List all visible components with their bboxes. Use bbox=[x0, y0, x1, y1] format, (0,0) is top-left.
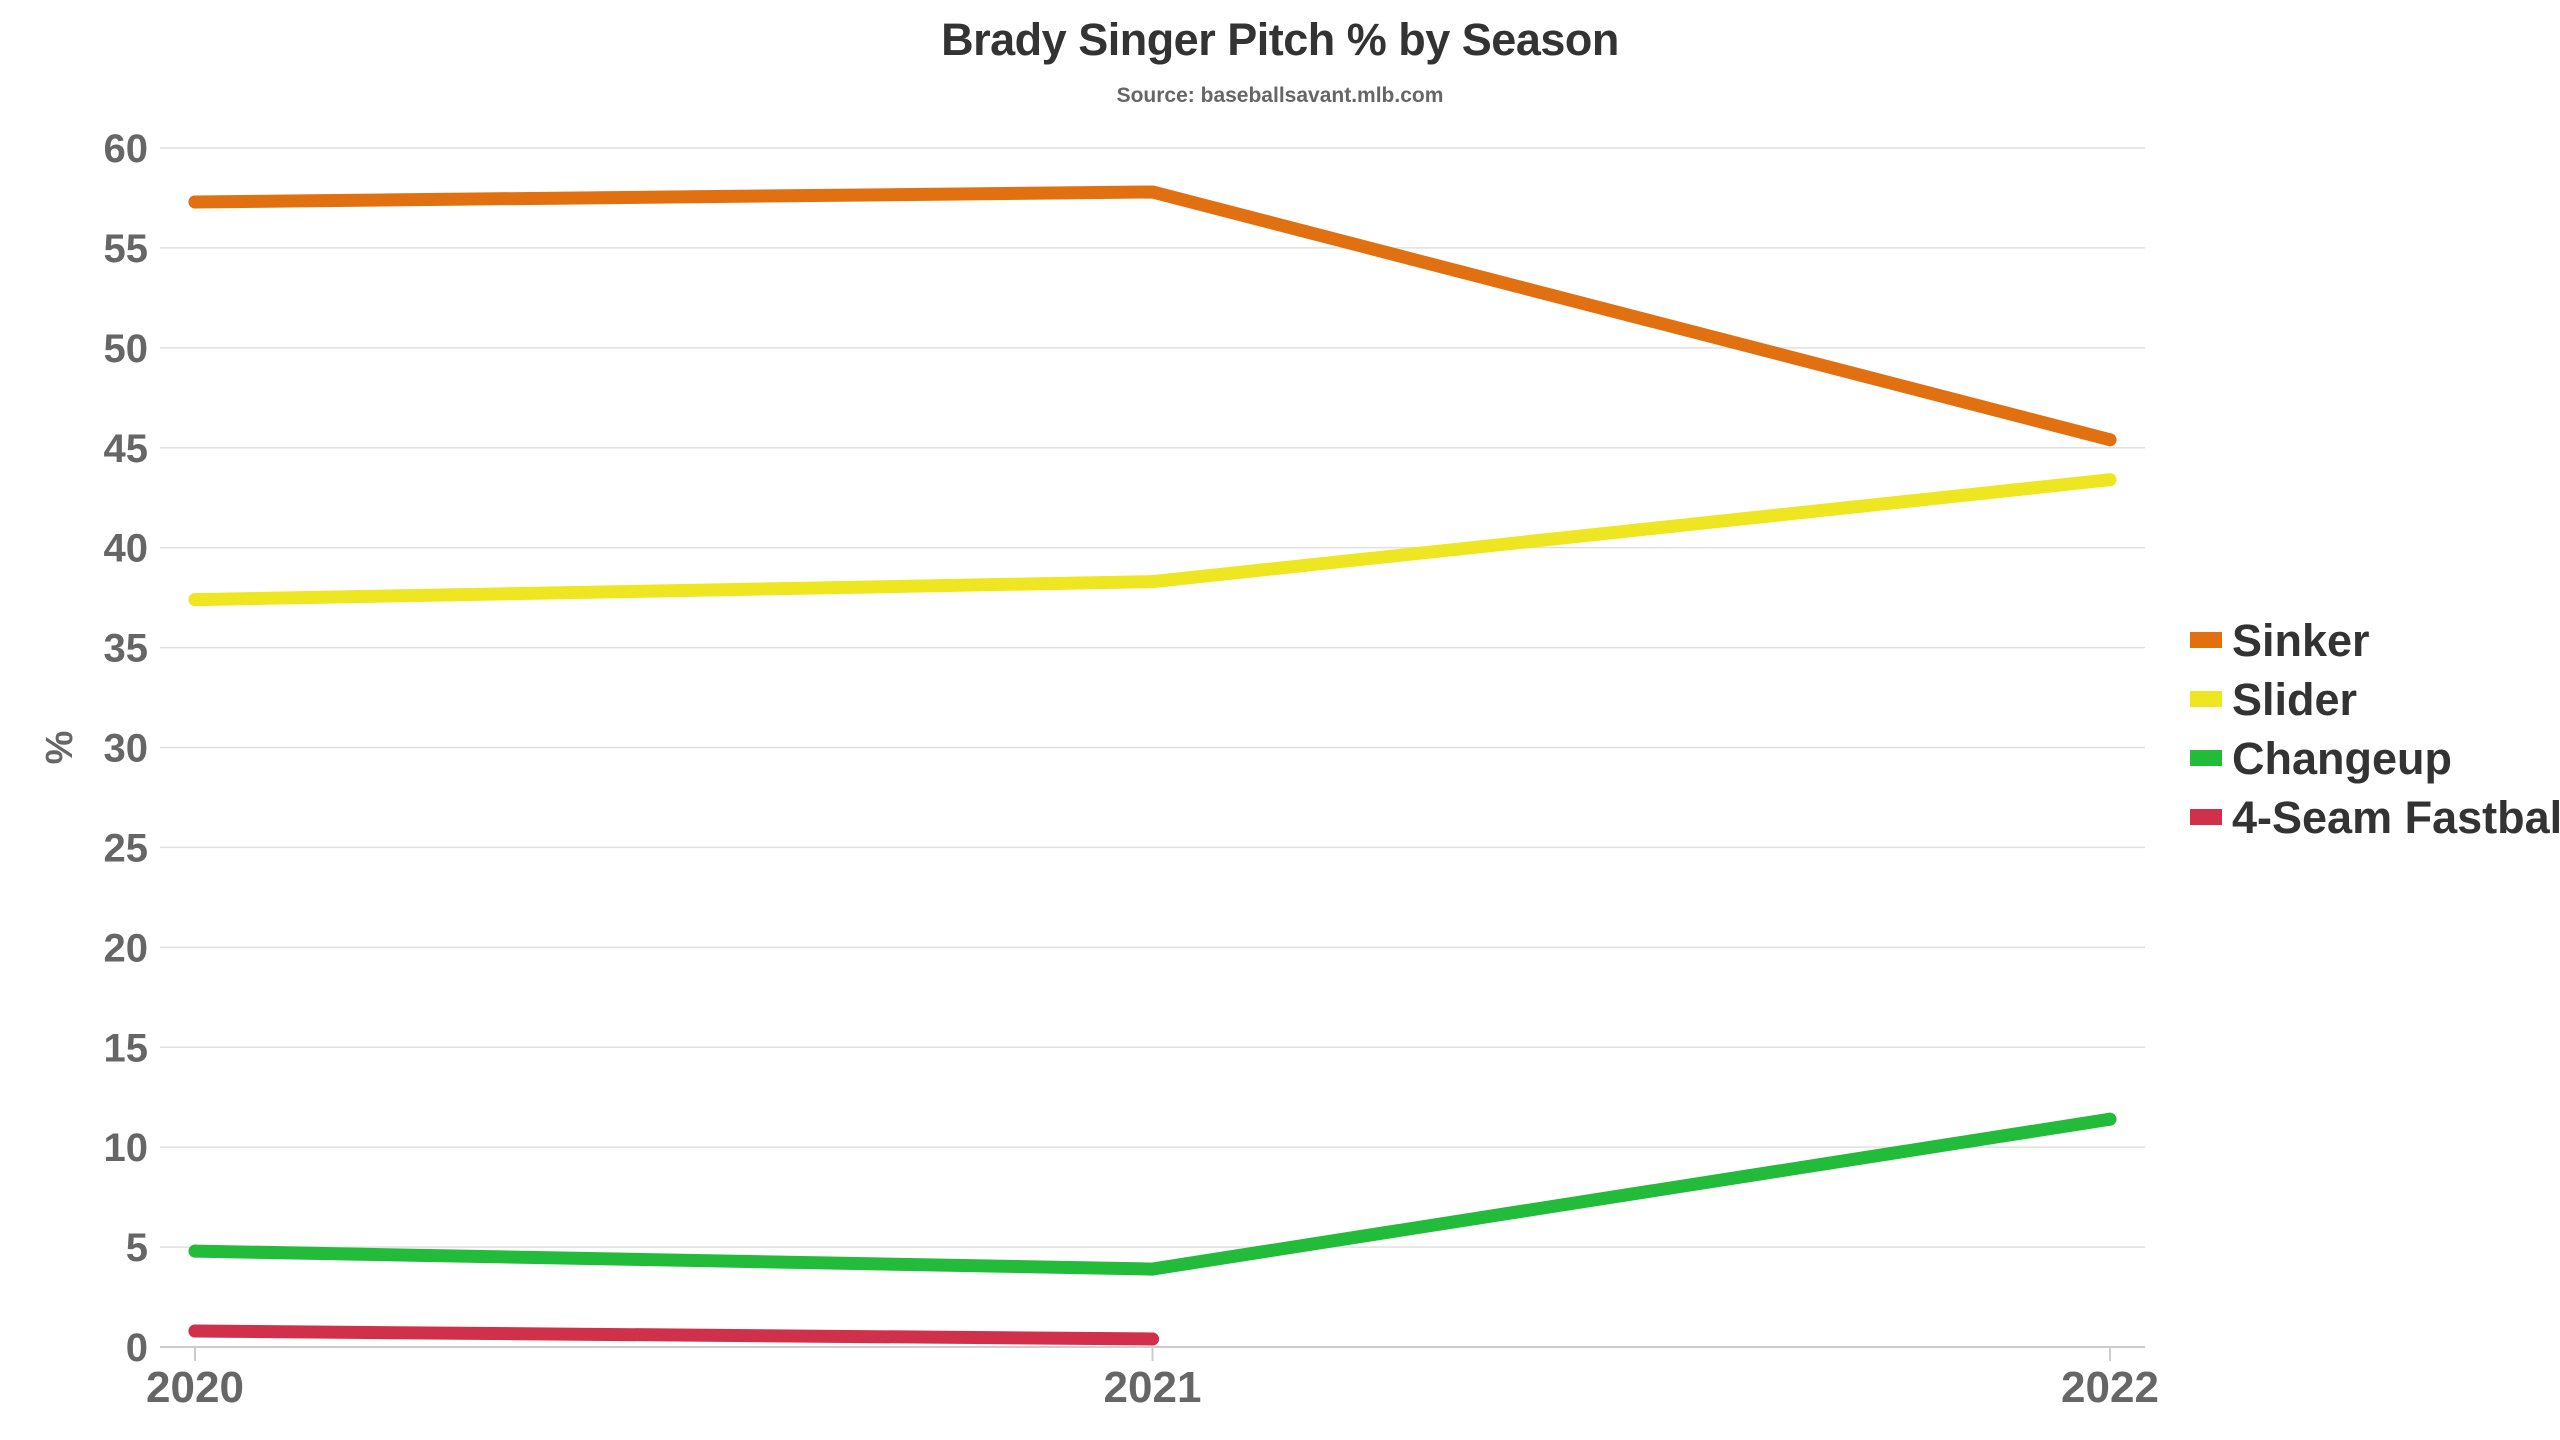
series-line-sinker bbox=[188, 185, 2117, 447]
legend-item-4-seam-fastball: 4-Seam Fastball bbox=[2190, 792, 2560, 843]
y-tick-label: 40 bbox=[104, 527, 149, 571]
chart-title: Brady Singer Pitch % by Season bbox=[941, 14, 1619, 65]
x-tick-label: 2021 bbox=[1104, 1363, 1202, 1412]
legend-swatch bbox=[2190, 750, 2222, 766]
legend-label: Slider bbox=[2232, 674, 2357, 725]
y-tick-label: 20 bbox=[104, 926, 149, 970]
gridlines bbox=[160, 147, 2145, 1248]
data-point-changeup bbox=[188, 1244, 202, 1258]
y-tick-label: 0 bbox=[126, 1326, 148, 1370]
data-point-sinker bbox=[1146, 185, 1159, 199]
legend-swatch bbox=[2190, 809, 2222, 825]
axes: 0 5 10 15 20 25 30 35 40 45 50 55 60 2020 2021 2022% bbox=[39, 127, 2159, 1412]
y-tick-label: 30 bbox=[104, 727, 149, 771]
data-point-4-seam-fastball bbox=[1146, 1332, 1159, 1346]
x-tick-label: 2020 bbox=[146, 1363, 244, 1412]
legend-swatch bbox=[2190, 632, 2222, 648]
data-point-slider bbox=[188, 593, 202, 607]
legend-label: 4-Seam Fastball bbox=[2232, 792, 2560, 843]
legend-item-slider: Slider bbox=[2190, 674, 2357, 725]
data-point-changeup bbox=[1146, 1262, 1159, 1276]
data-point-sinker bbox=[2103, 433, 2117, 447]
data-point-changeup bbox=[2103, 1112, 2117, 1126]
y-tick-label: 10 bbox=[104, 1126, 149, 1170]
y-tick-label: 55 bbox=[104, 227, 149, 271]
data-point-4-seam-fastball bbox=[188, 1324, 202, 1338]
legend: Sinker Slider Changeup 4-Seam Fastball bbox=[2190, 615, 2560, 843]
series-lines bbox=[188, 185, 2117, 1346]
legend-label: Sinker bbox=[2232, 615, 2370, 666]
y-tick-label: 35 bbox=[104, 627, 149, 671]
y-tick-label: 50 bbox=[104, 327, 149, 371]
y-tick-label: 5 bbox=[126, 1226, 148, 1270]
y-tick-label: 45 bbox=[104, 427, 149, 471]
data-point-sinker bbox=[188, 195, 202, 209]
legend-item-changeup: Changeup bbox=[2190, 733, 2452, 784]
data-point-slider bbox=[2103, 473, 2117, 487]
y-axis-label: % bbox=[39, 731, 81, 765]
legend-item-sinker: Sinker bbox=[2190, 615, 2370, 666]
x-tick-label: 2022 bbox=[2061, 1363, 2159, 1412]
legend-label: Changeup bbox=[2232, 733, 2452, 784]
series-line-4-seam-fastball bbox=[188, 1324, 1159, 1346]
y-tick-label: 15 bbox=[104, 1026, 149, 1070]
chart-subtitle: Source: baseballsavant.mlb.com bbox=[1116, 84, 1444, 107]
legend-swatch bbox=[2190, 691, 2222, 707]
data-point-slider bbox=[1146, 575, 1159, 589]
y-tick-label: 25 bbox=[104, 826, 149, 870]
y-tick-label: 60 bbox=[104, 127, 149, 171]
